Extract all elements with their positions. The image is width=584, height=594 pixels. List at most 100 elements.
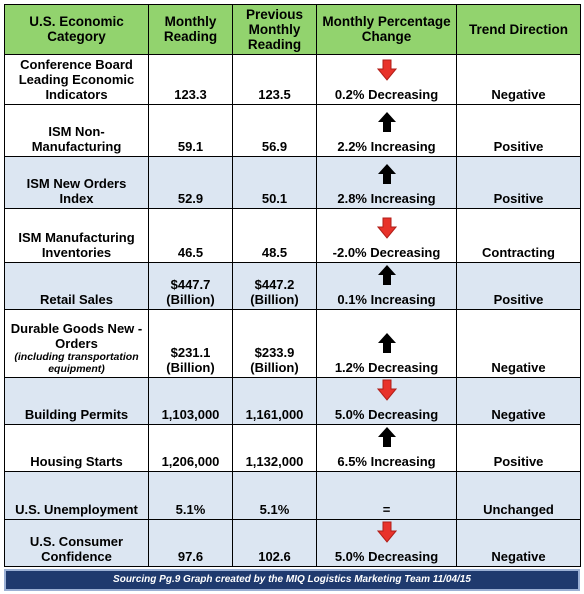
category-cell: ISM Non-Manufacturing — [4, 104, 149, 157]
category: Building Permits — [24, 407, 129, 422]
arrow-up — [377, 112, 396, 132]
previous-reading: 56.9 — [232, 104, 317, 157]
arrow-down — [376, 379, 397, 401]
category-cell: ISM Manufacturing Inventories — [4, 208, 149, 263]
percentage-change-cell: 6.5% Increasing — [316, 424, 457, 472]
monthly-reading: $447.7 (Billion) — [148, 262, 233, 310]
arrow-shape — [376, 217, 397, 239]
trend-direction: Positive — [456, 262, 581, 310]
arrow-shape — [377, 112, 396, 132]
monthly-reading: 46.5 — [148, 208, 233, 263]
table-row: ISM Non-Manufacturing 59.1 56.9 2.2% Increa… — [4, 104, 581, 157]
category-cell: ISM New Orders Index — [4, 156, 149, 209]
table-row: U.S. Unemployment 5.1% 5.1% = Unchanged — [4, 471, 581, 520]
category-cell: U.S. Unemployment — [4, 471, 149, 520]
arrow-shape — [376, 521, 397, 543]
percentage-change: -2.0% Decreasing — [332, 245, 441, 260]
previous-reading: 1,161,000 — [232, 377, 317, 425]
monthly-reading: 1,206,000 — [148, 424, 233, 472]
percentage-change: 0.1% Increasing — [337, 292, 436, 307]
percentage-change-cell: 5.0% Decreasing — [316, 377, 457, 425]
category-cell: Housing Starts — [4, 424, 149, 472]
percentage-change: = — [382, 502, 391, 517]
category: Housing Starts — [30, 454, 123, 469]
table-row: Housing Starts 1,206,000 1,132,000 6.5% Inc… — [4, 424, 581, 472]
previous-reading: 48.5 — [232, 208, 317, 263]
percentage-change-cell: 2.2% Increasing — [316, 104, 457, 157]
percentage-change-cell: -2.0% Decreasing — [316, 208, 457, 263]
monthly-reading: 97.6 — [148, 519, 233, 567]
header-row: U.S. Economic Category Monthly Reading Pre… — [4, 4, 581, 55]
table-row: Durable Goods New -Orders (including tran… — [4, 309, 581, 378]
category-cell: U.S. Consumer Confidence — [4, 519, 149, 567]
arrow-shape — [377, 427, 396, 447]
previous-reading: 50.1 — [232, 156, 317, 209]
category-cell: Building Permits — [4, 377, 149, 425]
table-row: ISM Manufacturing Inventories 46.5 48.5 -2.… — [4, 208, 581, 263]
trend-direction: Negative — [456, 54, 581, 105]
monthly-reading: 52.9 — [148, 156, 233, 209]
trend-direction: Positive — [456, 424, 581, 472]
percentage-change-cell: 0.2% Decreasing — [316, 54, 457, 105]
table-row: U.S. Consumer Confidence 97.6 102.6 5.0% De… — [4, 519, 581, 567]
previous-reading: 5.1% — [232, 471, 317, 520]
table-row: ISM New Orders Index 52.9 50.1 2.8% Increas… — [4, 156, 581, 209]
category: Durable Goods New -Orders — [10, 321, 143, 351]
arrow-up — [377, 333, 396, 353]
trend-direction: Positive — [456, 156, 581, 209]
category: ISM New Orders Index — [26, 176, 127, 206]
arrow-shape — [376, 379, 397, 401]
column-header: U.S. Economic Category — [4, 4, 149, 55]
category: U.S. Unemployment — [15, 502, 138, 517]
economic-table: U.S. Economic Category Monthly Reading Pre… — [4, 4, 581, 567]
column-header: Previous Monthly Reading — [232, 4, 317, 55]
category: ISM Manufacturing Inventories — [18, 230, 135, 260]
percentage-change-cell: 2.8% Increasing — [316, 156, 457, 209]
table-row: Retail Sales $447.7 (Billion) $447.2 (Bill… — [4, 262, 581, 310]
percentage-change-cell: 1.2% Decreasing — [316, 309, 457, 378]
trend-direction: Negative — [456, 377, 581, 425]
arrow-down — [376, 521, 397, 543]
percentage-change: 1.2% Decreasing — [334, 360, 439, 375]
percentage-change-cell: 5.0% Decreasing — [316, 519, 457, 567]
category-cell: Retail Sales — [4, 262, 149, 310]
category-note: (including transportation equipment) — [14, 351, 139, 375]
trend-direction: Unchanged — [456, 471, 581, 520]
table-row: Conference Board Leading Economic Indica… — [4, 54, 581, 105]
monthly-reading: 59.1 — [148, 104, 233, 157]
trend-direction: Negative — [456, 309, 581, 378]
category: ISM Non-Manufacturing — [31, 124, 122, 154]
column-header: Monthly Percentage Change — [316, 4, 457, 55]
monthly-reading: 5.1% — [148, 471, 233, 520]
arrow-up — [377, 164, 396, 184]
percentage-change: 5.0% Decreasing — [334, 549, 439, 564]
category: U.S. Consumer Confidence — [29, 534, 124, 564]
arrow-up — [377, 427, 396, 447]
monthly-reading: 1,103,000 — [148, 377, 233, 425]
previous-reading: $233.9 (Billion) — [232, 309, 317, 378]
category-cell: Durable Goods New -Orders (including tran… — [4, 309, 149, 378]
previous-reading: 102.6 — [232, 519, 317, 567]
trend-direction: Contracting — [456, 208, 581, 263]
previous-reading: $447.2 (Billion) — [232, 262, 317, 310]
column-header: Monthly Reading — [148, 4, 233, 55]
monthly-reading: 123.3 — [148, 54, 233, 105]
percentage-change: 2.2% Increasing — [337, 139, 436, 154]
trend-direction: Positive — [456, 104, 581, 157]
arrow-shape — [377, 265, 396, 285]
percentage-change: 6.5% Increasing — [337, 454, 436, 469]
category: Conference Board Leading Economic Indica… — [18, 57, 135, 102]
arrow-down — [376, 59, 397, 81]
arrow-shape — [377, 164, 396, 184]
trend-direction: Negative — [456, 519, 581, 567]
previous-reading: 123.5 — [232, 54, 317, 105]
percentage-change-cell: = — [316, 471, 457, 520]
percentage-change: 2.8% Increasing — [337, 191, 436, 206]
table-row: Building Permits 1,103,000 1,161,000 5.0% D… — [4, 377, 581, 425]
table-body: Conference Board Leading Economic Indica… — [4, 54, 581, 567]
page: U.S. Economic Category Monthly Reading Pre… — [4, 4, 581, 591]
column-header: Trend Direction — [456, 4, 581, 55]
category-cell: Conference Board Leading Economic Indica… — [4, 54, 149, 105]
arrow-shape — [376, 59, 397, 81]
arrow-shape — [377, 333, 396, 353]
